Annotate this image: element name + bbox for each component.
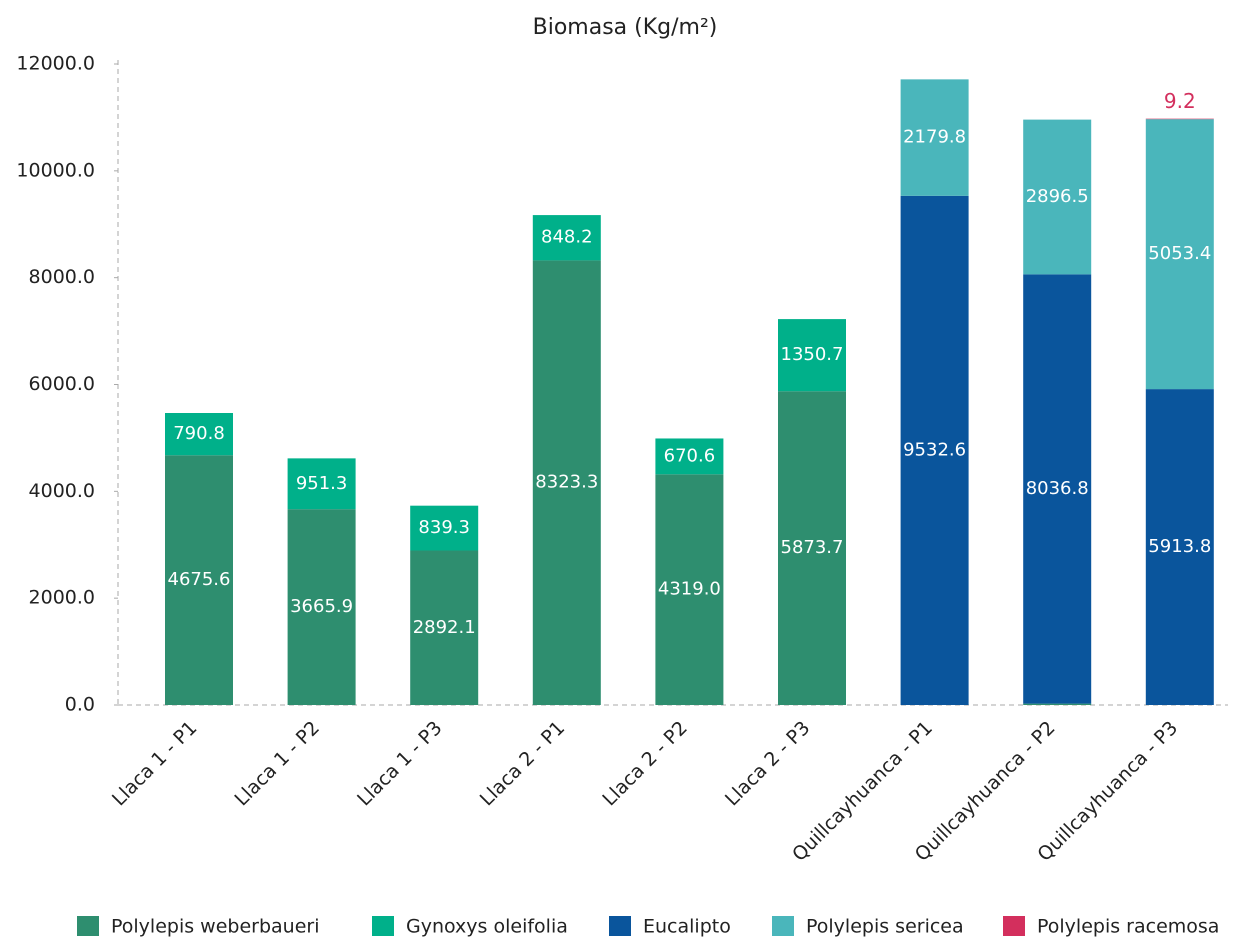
value-label: 2179.8 bbox=[903, 127, 966, 148]
value-label: 5873.7 bbox=[781, 537, 844, 558]
x-tick-label: Quillcayhuanca - P2 bbox=[911, 717, 1060, 866]
value-label: 8323.3 bbox=[535, 472, 598, 493]
legend-label: Polylepis weberbaueri bbox=[111, 916, 320, 938]
legend-swatch bbox=[372, 916, 394, 936]
value-label: 951.3 bbox=[296, 473, 348, 494]
value-label: 4319.0 bbox=[658, 579, 721, 600]
value-label: 5053.4 bbox=[1148, 243, 1211, 264]
bar-segment bbox=[778, 319, 846, 392]
value-label: 9532.6 bbox=[903, 439, 966, 460]
bar-segment bbox=[900, 195, 969, 705]
bar-segment bbox=[1023, 119, 1092, 275]
bar-segment bbox=[1023, 274, 1092, 704]
legend-label: Polylepis sericea bbox=[806, 916, 964, 938]
bar-segment bbox=[655, 438, 724, 475]
value-label: 8036.8 bbox=[1026, 478, 1089, 499]
x-tick-label: Llaca 2 - P2 bbox=[598, 717, 691, 810]
value-label: 790.8 bbox=[173, 423, 225, 444]
bar-segment bbox=[287, 458, 356, 510]
bar-segment bbox=[410, 550, 479, 705]
value-label: 1350.7 bbox=[781, 344, 844, 365]
y-tick-label: 2000.0 bbox=[29, 587, 95, 609]
legend-swatch bbox=[772, 916, 794, 936]
bar-segment bbox=[1145, 389, 1214, 705]
legend-label: Gynoxys oleifolia bbox=[406, 916, 568, 938]
x-tick-label: Llaca 1 - P3 bbox=[353, 717, 446, 810]
value-label: 9.2 bbox=[1164, 89, 1196, 113]
value-label: 839.3 bbox=[418, 517, 470, 538]
y-tick-label: 12000.0 bbox=[16, 53, 95, 75]
value-label: 5913.8 bbox=[1148, 536, 1211, 557]
bar-segment bbox=[287, 509, 356, 705]
value-label: 3665.9 bbox=[290, 596, 353, 617]
y-tick-label: 0.0 bbox=[65, 694, 95, 716]
bar-segment bbox=[532, 260, 601, 705]
legend-swatch bbox=[77, 916, 99, 936]
value-label: 4675.6 bbox=[168, 569, 231, 590]
bar-segment bbox=[778, 391, 846, 705]
y-tick-label: 4000.0 bbox=[29, 480, 95, 502]
y-tick-label: 8000.0 bbox=[29, 266, 95, 288]
bar-segment bbox=[1023, 703, 1092, 705]
chart-title: Biomasa (Kg/m²) bbox=[533, 15, 718, 40]
bar-segment bbox=[655, 474, 724, 705]
x-tick-label: Llaca 1 - P2 bbox=[231, 717, 324, 810]
bar-segment bbox=[900, 79, 969, 196]
value-label: 2892.1 bbox=[413, 617, 476, 638]
y-tick-label: 10000.0 bbox=[16, 159, 95, 181]
value-label: 670.6 bbox=[664, 445, 716, 466]
legend-label: Polylepis racemosa bbox=[1037, 916, 1219, 938]
legend-label: Eucalipto bbox=[643, 916, 731, 938]
bar-segment bbox=[165, 413, 233, 456]
value-label: 2896.5 bbox=[1026, 186, 1089, 207]
x-tick-label: Llaca 1 - P1 bbox=[108, 717, 201, 810]
x-tick-label: Llaca 2 - P1 bbox=[476, 717, 569, 810]
x-tick-label: Llaca 2 - P3 bbox=[721, 717, 814, 810]
x-tick-label: Quillcayhuanca - P3 bbox=[1033, 717, 1182, 866]
bar-segment bbox=[1145, 119, 1214, 390]
bar-segment bbox=[532, 215, 601, 261]
x-tick-label: Quillcayhuanca - P1 bbox=[788, 717, 937, 866]
legend-swatch bbox=[1003, 916, 1025, 936]
bar-segment bbox=[410, 505, 479, 551]
value-label: 848.2 bbox=[541, 227, 593, 248]
legend-swatch bbox=[609, 916, 631, 936]
y-tick-label: 6000.0 bbox=[29, 373, 95, 395]
bar-segment bbox=[165, 455, 233, 705]
